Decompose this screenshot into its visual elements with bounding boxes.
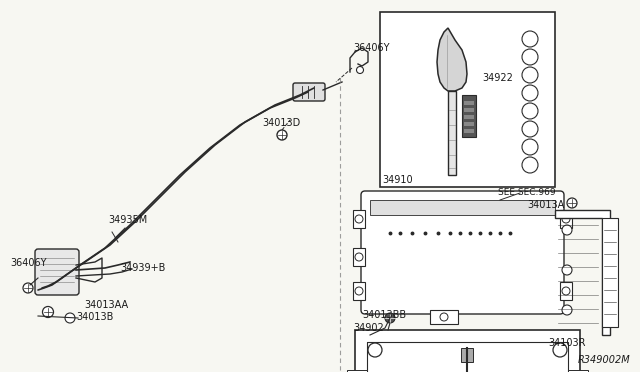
Polygon shape — [568, 370, 588, 372]
Circle shape — [368, 343, 382, 357]
Polygon shape — [370, 200, 555, 215]
Circle shape — [562, 215, 570, 223]
Circle shape — [562, 287, 570, 295]
Circle shape — [42, 307, 54, 317]
Circle shape — [355, 253, 363, 261]
Text: 34939+B: 34939+B — [120, 263, 165, 273]
Polygon shape — [464, 108, 474, 112]
Circle shape — [562, 265, 572, 275]
Text: 36406Y: 36406Y — [353, 43, 390, 53]
Circle shape — [277, 130, 287, 140]
Text: 34922: 34922 — [482, 73, 513, 83]
Text: R349002M: R349002M — [577, 355, 630, 365]
Polygon shape — [464, 122, 474, 126]
Polygon shape — [560, 282, 572, 300]
Text: 34013AA: 34013AA — [84, 300, 128, 310]
Circle shape — [553, 343, 567, 357]
Polygon shape — [555, 210, 610, 335]
Polygon shape — [430, 310, 458, 324]
Bar — [380, 12, 555, 187]
Polygon shape — [602, 218, 618, 327]
Bar — [367, 342, 568, 372]
Circle shape — [385, 313, 395, 323]
Polygon shape — [437, 28, 467, 91]
Polygon shape — [353, 282, 365, 300]
Polygon shape — [448, 91, 456, 175]
Circle shape — [440, 313, 448, 321]
Circle shape — [23, 283, 33, 293]
Polygon shape — [353, 248, 365, 266]
Polygon shape — [464, 115, 474, 119]
Polygon shape — [353, 210, 365, 228]
Bar — [355, 330, 580, 372]
Polygon shape — [347, 370, 367, 372]
Circle shape — [356, 67, 364, 74]
Text: 34013BB: 34013BB — [362, 310, 406, 320]
Text: SEE SEC.969: SEE SEC.969 — [498, 188, 556, 197]
Text: 36406Y: 36406Y — [10, 258, 47, 268]
Circle shape — [562, 305, 572, 315]
Polygon shape — [464, 101, 474, 105]
Circle shape — [65, 313, 75, 323]
Text: 34902: 34902 — [353, 323, 384, 333]
Circle shape — [355, 287, 363, 295]
Circle shape — [355, 215, 363, 223]
Text: 34013D: 34013D — [262, 118, 300, 128]
Text: 34013B: 34013B — [76, 312, 113, 322]
Text: 34013A: 34013A — [527, 200, 564, 210]
Polygon shape — [464, 129, 474, 133]
Text: 34935M: 34935M — [108, 215, 147, 225]
FancyBboxPatch shape — [35, 249, 79, 295]
Text: 34103R: 34103R — [548, 338, 586, 348]
FancyBboxPatch shape — [293, 83, 325, 101]
Circle shape — [567, 198, 577, 208]
FancyBboxPatch shape — [361, 191, 564, 314]
Text: 34910: 34910 — [382, 175, 413, 185]
Polygon shape — [560, 210, 572, 228]
Polygon shape — [461, 348, 473, 362]
Circle shape — [562, 225, 572, 235]
Polygon shape — [462, 95, 476, 137]
